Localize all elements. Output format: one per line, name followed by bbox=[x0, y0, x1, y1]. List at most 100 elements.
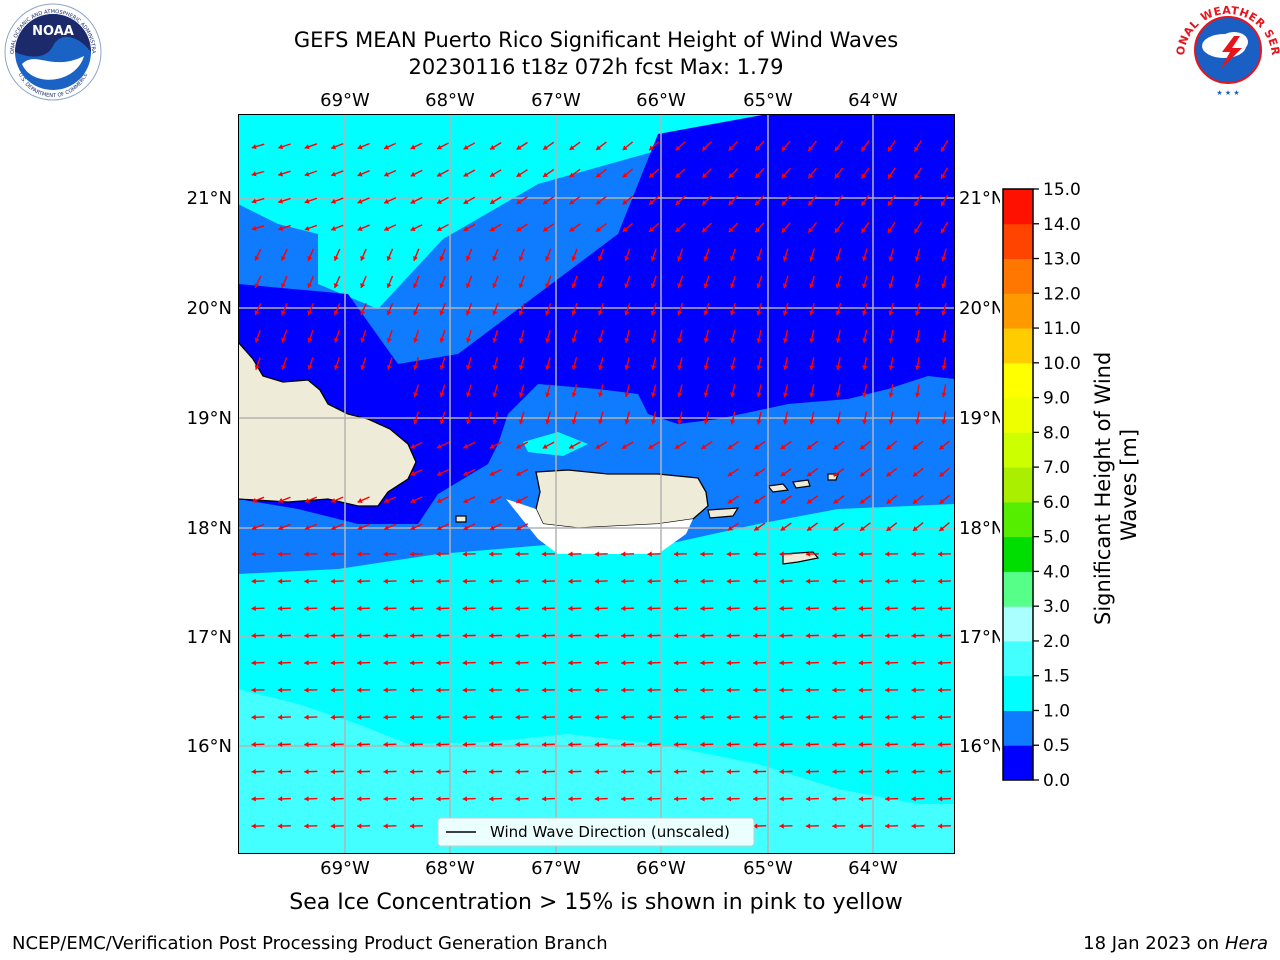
wave-direction-arrow bbox=[465, 411, 472, 425]
wave-direction-arrow bbox=[861, 275, 868, 289]
wave-direction-arrow bbox=[463, 196, 476, 205]
wave-direction-arrow bbox=[541, 769, 555, 775]
colorbar-cell bbox=[1003, 258, 1033, 294]
wave-direction-arrow bbox=[304, 687, 318, 693]
wave-direction-arrow bbox=[805, 551, 819, 557]
colorbar-cell bbox=[1003, 640, 1033, 677]
wave-direction-arrow bbox=[622, 195, 634, 206]
wave-direction-arrow bbox=[357, 523, 370, 531]
wave-direction-arrow bbox=[779, 551, 793, 557]
wave-direction-arrow bbox=[409, 823, 423, 829]
wave-direction-arrow bbox=[357, 578, 371, 584]
wave-direction-arrow bbox=[277, 660, 291, 666]
wave-direction-arrow bbox=[304, 769, 318, 775]
wave-direction-arrow bbox=[911, 687, 925, 693]
wave-direction-arrow bbox=[439, 329, 446, 343]
wave-direction-arrow bbox=[571, 248, 578, 262]
wave-direction-arrow bbox=[621, 633, 635, 639]
wave-direction-arrow bbox=[439, 357, 446, 371]
wave-direction-arrow bbox=[648, 441, 660, 450]
wave-direction-arrow bbox=[357, 605, 371, 612]
wave-direction-arrow bbox=[569, 223, 581, 232]
wave-direction-arrow bbox=[937, 823, 951, 829]
wave-direction-arrow bbox=[832, 741, 846, 748]
wave-direction-arrow bbox=[598, 384, 604, 398]
wave-direction-arrow bbox=[383, 687, 397, 693]
wave-direction-arrow bbox=[622, 141, 634, 151]
wave-direction-arrow bbox=[357, 687, 371, 693]
wave-direction-arrow bbox=[571, 411, 578, 425]
wave-direction-arrow bbox=[360, 357, 367, 370]
wave-direction-arrow bbox=[885, 660, 899, 666]
wave-direction-arrow bbox=[462, 687, 476, 693]
wave-direction-arrow bbox=[277, 170, 291, 177]
wave-direction-arrow bbox=[357, 170, 370, 177]
wave-direction-arrow bbox=[568, 551, 582, 557]
wave-direction-arrow bbox=[489, 441, 502, 449]
wave-direction-arrow bbox=[439, 302, 446, 316]
wave-direction-arrow bbox=[885, 687, 899, 693]
wave-direction-arrow bbox=[779, 687, 793, 693]
wave-direction-arrow bbox=[807, 222, 818, 234]
colorbar-label: Significant Height of Wind Waves [m] bbox=[1091, 345, 1141, 625]
wave-direction-arrow bbox=[383, 224, 397, 231]
wave-direction-arrow bbox=[568, 660, 582, 666]
wave-direction-arrow bbox=[357, 224, 370, 231]
wave-direction-arrow bbox=[835, 357, 841, 371]
wave-direction-arrow bbox=[462, 714, 476, 720]
wave-direction-arrow bbox=[701, 195, 712, 206]
wave-direction-arrow bbox=[463, 523, 476, 531]
colorbar-tick-label: 10.0 bbox=[1043, 354, 1081, 374]
wave-direction-arrow bbox=[730, 411, 736, 425]
wave-direction-arrow bbox=[330, 551, 344, 557]
wave-direction-arrow bbox=[621, 687, 635, 693]
wave-direction-arrow bbox=[805, 687, 819, 693]
wave-direction-arrow bbox=[700, 578, 714, 584]
chart-subtitle: 20230116 t18z 072h fcst Max: 1.79 bbox=[408, 55, 784, 79]
wind-wave-direction-arrows bbox=[251, 140, 951, 829]
wave-direction-arrow bbox=[409, 578, 423, 584]
wave-direction-arrow bbox=[753, 633, 767, 639]
wave-direction-arrow bbox=[885, 578, 899, 584]
sea-ice-note: Sea Ice Concentration > 15% is shown in … bbox=[289, 890, 903, 915]
wave-direction-arrow bbox=[911, 633, 925, 639]
wave-direction-arrow bbox=[756, 329, 762, 343]
wave-direction-arrow bbox=[594, 687, 608, 693]
wave-direction-arrow bbox=[862, 357, 868, 371]
wave-direction-arrow bbox=[886, 467, 898, 477]
wave-direction-arrow bbox=[938, 467, 950, 478]
wave-direction-arrow bbox=[914, 275, 921, 289]
wave-direction-arrow bbox=[410, 523, 423, 531]
wave-direction-arrow bbox=[650, 302, 657, 316]
wave-direction-arrow bbox=[597, 275, 605, 289]
wave-direction-arrow bbox=[753, 440, 766, 450]
wave-direction-arrow bbox=[807, 194, 818, 206]
wave-direction-arrow bbox=[277, 714, 291, 720]
wave-direction-arrow bbox=[463, 468, 476, 476]
wave-direction-arrow bbox=[254, 248, 262, 261]
wave-direction-arrow bbox=[492, 411, 499, 425]
wave-direction-arrow bbox=[413, 411, 420, 425]
wave-direction-arrow bbox=[941, 357, 947, 371]
lon-label-top: 67°W bbox=[531, 90, 581, 111]
wave-direction-arrow bbox=[598, 329, 604, 343]
colorbar-cell bbox=[1003, 362, 1033, 399]
wave-direction-arrow bbox=[436, 223, 449, 232]
lon-label-top: 66°W bbox=[636, 90, 686, 111]
wave-direction-arrow bbox=[357, 660, 371, 666]
wave-direction-arrow bbox=[277, 578, 291, 584]
wave-direction-arrow bbox=[489, 796, 503, 802]
wave-direction-arrow bbox=[489, 223, 502, 232]
wave-direction-arrow bbox=[860, 194, 870, 207]
wave-direction-arrow bbox=[330, 687, 344, 693]
wave-direction-arrow bbox=[833, 440, 845, 450]
wave-direction-arrow bbox=[410, 196, 423, 204]
wave-direction-arrow bbox=[858, 714, 872, 720]
wave-direction-arrow bbox=[912, 522, 924, 532]
wave-direction-arrow bbox=[756, 357, 762, 371]
wave-direction-arrow bbox=[728, 222, 739, 233]
wave-direction-arrow bbox=[357, 823, 371, 829]
wave-direction-arrow bbox=[832, 687, 846, 693]
wave-direction-arrow bbox=[413, 357, 420, 371]
wave-direction-arrow bbox=[624, 248, 631, 262]
